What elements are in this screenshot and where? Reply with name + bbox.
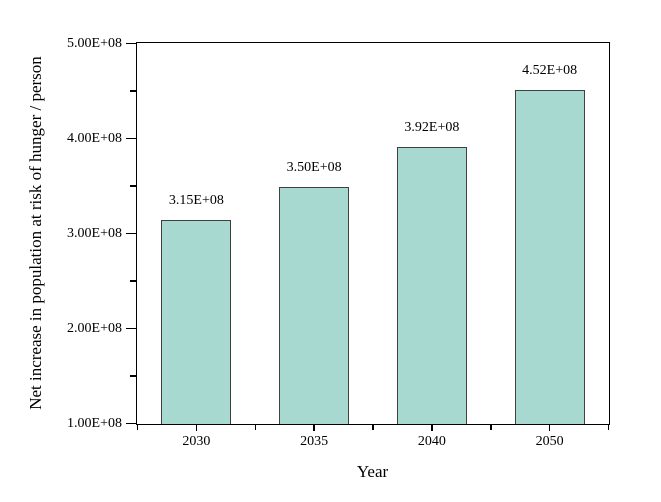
y-major-tick — [126, 327, 136, 330]
x-major-tick — [548, 423, 551, 431]
y-minor-tick — [130, 90, 136, 92]
x-major-tick — [431, 423, 433, 431]
bar-value-label: 3.15E+08 — [168, 192, 224, 208]
y-tick-label: 4.00E+08 — [67, 130, 122, 146]
bar-value-label: 3.92E+08 — [404, 119, 460, 135]
bar-value-label: 3.50E+08 — [286, 159, 342, 175]
y-minor-tick — [130, 185, 136, 187]
bar-value-label: 4.52E+08 — [522, 62, 578, 78]
x-tick-label: 2050 — [535, 434, 564, 449]
x-boundary-tick — [136, 423, 139, 430]
y-major-tick — [126, 422, 136, 425]
x-boundary-tick — [607, 423, 610, 430]
y-tick-label: 5.00E+08 — [67, 35, 122, 51]
x-boundary-tick — [490, 423, 492, 430]
x-tick-label: 2030 — [182, 434, 211, 449]
bar-2050 — [514, 89, 585, 424]
x-boundary-tick — [372, 423, 374, 430]
x-tick-label: 2035 — [300, 434, 329, 449]
y-tick-label: 1.00E+08 — [67, 415, 122, 431]
y-tick-label: 2.00E+08 — [67, 320, 122, 336]
y-tick-label: 3.00E+08 — [67, 225, 122, 241]
x-major-tick — [195, 423, 198, 431]
y-minor-tick — [130, 280, 136, 282]
y-minor-tick — [130, 375, 136, 377]
bar-2040 — [396, 146, 467, 424]
bar-2035 — [279, 186, 350, 424]
x-axis-title: Year — [356, 462, 389, 481]
y-major-tick — [126, 137, 136, 140]
y-major-tick — [126, 232, 136, 235]
x-boundary-tick — [254, 423, 256, 430]
bar-2030 — [161, 219, 232, 424]
x-tick-label: 2040 — [417, 434, 446, 449]
y-major-tick — [126, 42, 136, 45]
x-major-tick — [313, 423, 315, 431]
